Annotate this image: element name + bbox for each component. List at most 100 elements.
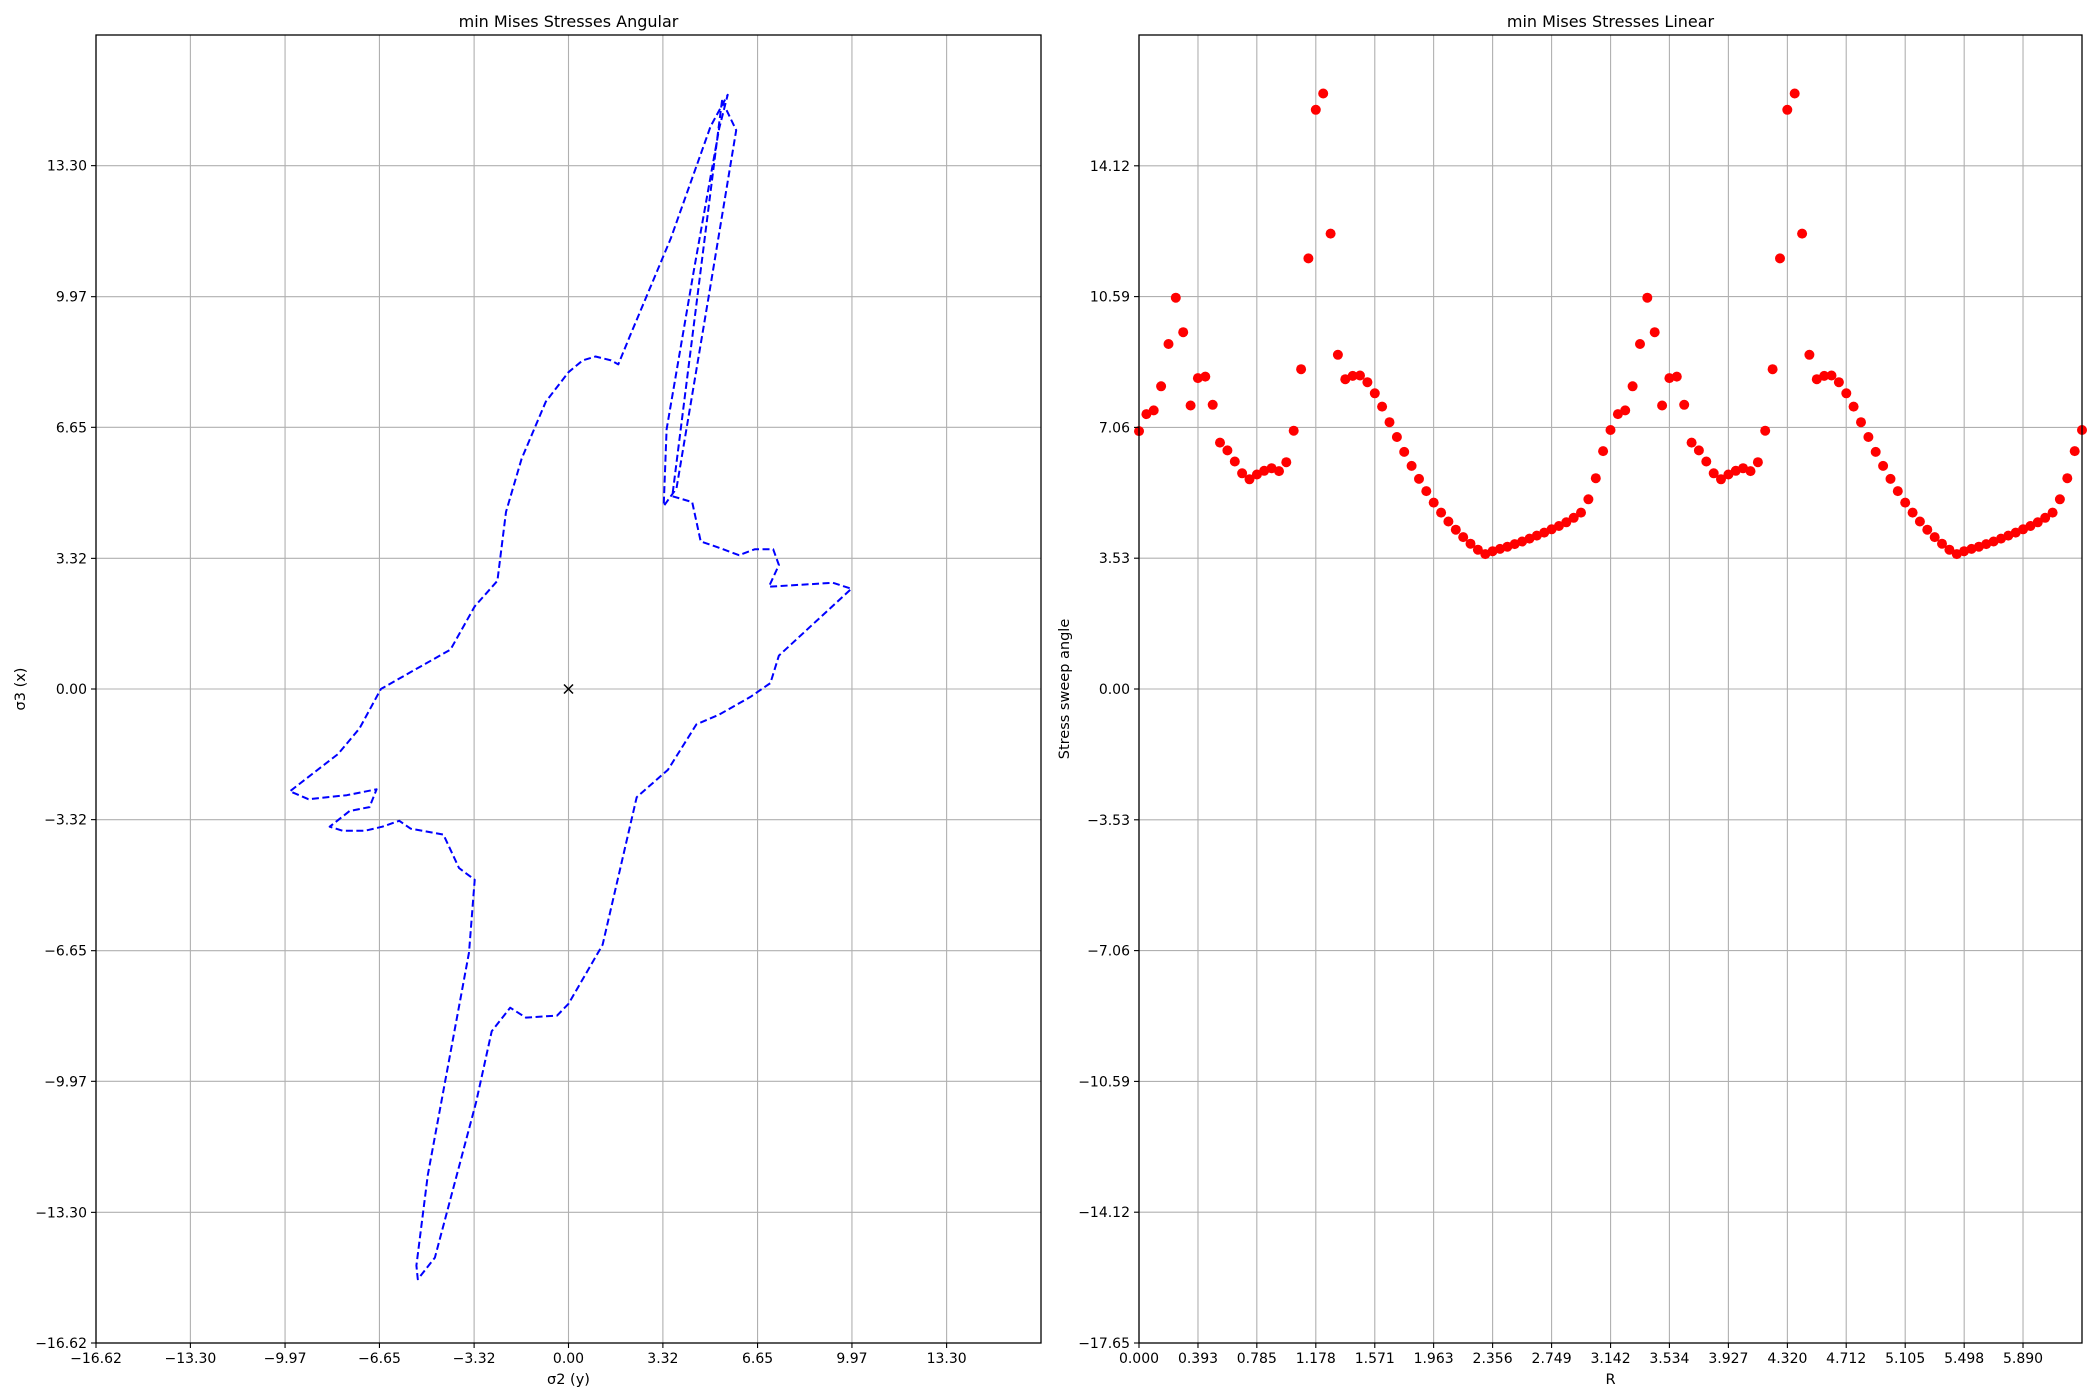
linear-y-tick-label: 3.53 (1099, 551, 1130, 567)
linear-x-tick-label: 0.785 (1237, 1351, 1277, 1367)
linear-data-point (1229, 456, 1240, 467)
linear-data-point (1215, 437, 1225, 448)
linear-data-point (1347, 370, 1358, 381)
linear-data-point (1148, 405, 1159, 416)
linear-data-point (1686, 437, 1697, 448)
linear-data-point (1914, 516, 1925, 527)
linear-data-point (2054, 494, 2065, 505)
linear-y-tick-label: −14.12 (1078, 1205, 1130, 1221)
linear-data (1134, 88, 2087, 560)
angular-y-tick-label: −3.32 (44, 813, 87, 829)
linear-data-point (1708, 468, 1719, 479)
linear-data-point (1693, 445, 1704, 456)
linear-data-point (1929, 532, 1940, 543)
linear-data-point (1369, 388, 1380, 399)
linear-x-tick-label: 5.105 (1885, 1351, 1925, 1367)
linear-data-point (1701, 456, 1712, 467)
linear-data-point (1472, 544, 1483, 555)
linear-data-point (1716, 474, 1726, 485)
linear-data-point (1878, 460, 1889, 471)
angular-origin-marker (563, 683, 574, 695)
linear-plot: min Mises Stresses Linear 0.000 0.393 0.78… (1057, 12, 2087, 1388)
angular-y-tick-label: 6.65 (56, 420, 87, 436)
linear-data-point (1605, 425, 1616, 435)
linear-data-point (2040, 512, 2051, 523)
linear-data-point (1163, 339, 1174, 349)
linear-data-point (1576, 507, 1586, 518)
linear-data-point (1642, 292, 1653, 303)
linear-data-point (1428, 497, 1439, 508)
linear-data-point (1237, 468, 1248, 479)
linear-data-point (1900, 497, 1911, 508)
linear-data-point (1377, 401, 1388, 412)
angular-x-tick-label: −13.30 (164, 1351, 216, 1367)
linear-data-point (1863, 432, 1874, 442)
angular-x-tick-label: 13.30 (927, 1351, 967, 1367)
angular-y-tick-label: −16.62 (35, 1336, 87, 1352)
angular-x-tick-label: −6.65 (358, 1351, 401, 1367)
linear-y-tick-label: 0.00 (1099, 682, 1130, 698)
linear-data-point (1192, 373, 1203, 384)
angular-x-axis-label: σ2 (y) (547, 1372, 590, 1388)
linear-data-point (1679, 399, 1690, 410)
angular-y-tick-label: 13.30 (47, 159, 87, 175)
linear-data-point (1406, 460, 1417, 471)
linear-data-point (1399, 446, 1410, 457)
linear-data-point (1274, 466, 1284, 477)
angular-x-tick-label: 9.97 (836, 1351, 867, 1367)
linear-data-point (1598, 446, 1609, 457)
linear-data-point (1450, 524, 1461, 535)
linear-y-tick-label: −7.06 (1087, 944, 1130, 960)
angular-y-tick-label: −6.65 (44, 944, 87, 960)
linear-data-point (1833, 377, 1844, 388)
linear-data-point (1856, 417, 1866, 428)
angular-x-tick-label: −3.32 (453, 1351, 496, 1367)
linear-x-tick-label: 4.320 (1767, 1351, 1807, 1367)
linear-y-tick-label: 7.06 (1099, 420, 1130, 436)
linear-data-point (1841, 388, 1852, 399)
linear-data-point (1561, 517, 1572, 528)
linear-x-ticks: 0.000 0.393 0.785 1.178 1.571 1.963 2.356 2.749… (1119, 1343, 2043, 1367)
linear-x-tick-label: 3.534 (1649, 1351, 1689, 1367)
linear-data-point (1627, 381, 1638, 392)
linear-x-axis-label: R (1605, 1372, 1615, 1388)
linear-y-tick-label: −17.65 (1078, 1336, 1130, 1352)
linear-data-point (1207, 399, 1218, 410)
linear-data-point (1590, 473, 1601, 484)
angular-x-tick-label: 3.32 (647, 1351, 678, 1367)
angular-y-tick-label: 0.00 (56, 682, 87, 698)
linear-data-point (1752, 457, 1763, 468)
linear-data-point (1200, 371, 1211, 382)
linear-x-tick-label: 1.571 (1355, 1351, 1395, 1367)
linear-data-point (1944, 544, 1955, 555)
linear-data-point (1443, 516, 1454, 527)
linear-data-point (2025, 521, 2036, 531)
linear-data-point (1848, 401, 1859, 412)
linear-data-point (1465, 538, 1476, 549)
angular-y-tick-label: 9.97 (56, 290, 87, 306)
linear-data-point (1362, 377, 1373, 388)
linear-data-point (1922, 524, 1933, 535)
linear-data-point (1178, 327, 1189, 338)
linear-data-point (1664, 373, 1675, 384)
linear-data-point (1767, 364, 1778, 375)
linear-data-point (1826, 370, 1837, 381)
linear-data-point (1775, 253, 1785, 264)
linear-x-tick-label: 1.963 (1414, 1351, 1454, 1367)
linear-data-point (1303, 253, 1314, 264)
linear-data-point (1436, 507, 1447, 518)
linear-y-tick-label: 14.12 (1090, 159, 1130, 175)
linear-x-tick-label: 2.356 (1473, 1351, 1513, 1367)
linear-y-ticks: −17.65 −14.12 −10.59 −7.06 −3.53 0.00 3.53 7.06… (1078, 159, 1139, 1352)
angular-y-tick-label: −9.97 (44, 1074, 87, 1090)
linear-data-point (2047, 507, 2058, 518)
linear-data-point (1870, 446, 1881, 457)
linear-data-point (1649, 327, 1660, 338)
linear-data-point (1553, 521, 1564, 531)
angular-y-axis-label: σ3 (x) (13, 668, 29, 711)
linear-data-point (1671, 371, 1682, 382)
angular-x-tick-label: 0.00 (553, 1351, 584, 1367)
angular-y-tick-label: −13.30 (35, 1205, 87, 1221)
linear-data-point (1222, 445, 1233, 456)
